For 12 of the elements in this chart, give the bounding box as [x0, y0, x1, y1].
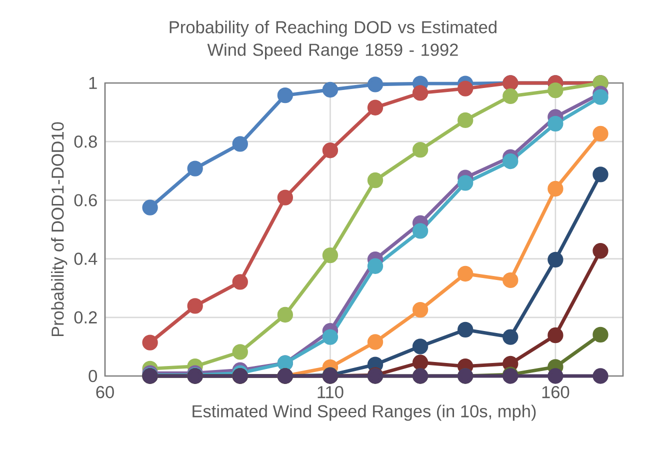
chart-title: Probability of Reaching DOD vs Estimated Wind Speed Range 1859 - 1992 — [170, 20, 496, 60]
x-tick-label: 60 — [96, 386, 114, 398]
y-tick-label: 0.4 — [74, 252, 98, 265]
x-tick-label: 110 — [318, 386, 344, 398]
x-tick-label: 160 — [542, 386, 570, 398]
y-tick-label: 0.2 — [74, 311, 97, 324]
y-tick-label: 1 — [89, 77, 97, 89]
y-tick-label: 0.8 — [74, 135, 97, 148]
x-axis-title: Estimated Wind Speed Ranges (in 10s, mph) — [192, 404, 536, 421]
y-axis-title: Probability of DOD1-DOD10 — [51, 122, 68, 336]
y-tick-label: 0.6 — [74, 194, 97, 206]
y-tick-label: 0 — [88, 370, 97, 382]
